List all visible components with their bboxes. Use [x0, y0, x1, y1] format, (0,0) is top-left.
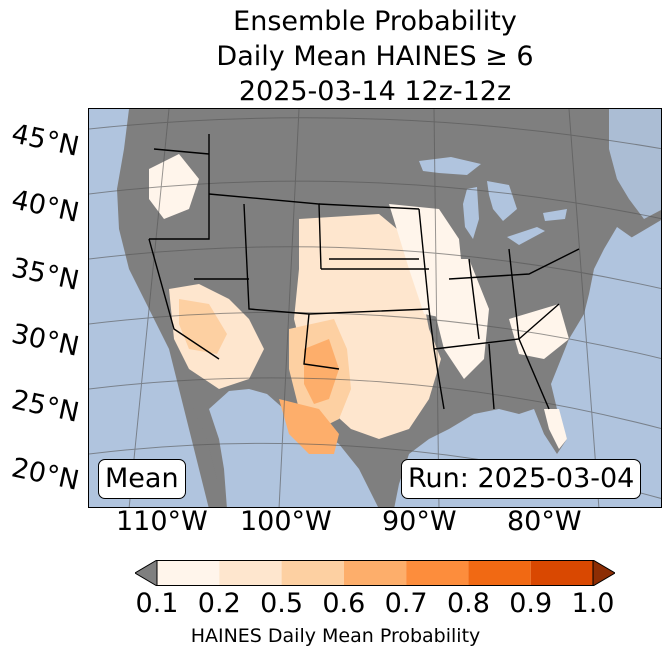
lake-michigan: [463, 187, 479, 239]
colorbar-segment: [530, 560, 593, 586]
colorbar-segment: [157, 560, 220, 586]
shade-florida: [544, 409, 567, 449]
colorbar-label: HAINES Daily Mean Probability: [190, 625, 481, 647]
atlantic-ocean-north: [609, 109, 661, 219]
probability-map: [88, 108, 662, 508]
colorbar-segment: [406, 560, 469, 586]
title-line-2: Daily Mean HAINES ≥ 6: [216, 41, 534, 72]
lat-label-45: 45°N: [8, 118, 82, 163]
stat-mean-box: Mean: [98, 459, 186, 499]
lat-label-25: 25°N: [8, 384, 82, 429]
title-line-1: Ensemble Probability: [233, 6, 517, 37]
colorbar-segment: [281, 560, 344, 586]
colorbar-tick-label: 1.0: [571, 588, 615, 619]
lake-ontario: [543, 209, 567, 221]
shade-northwest: [149, 154, 199, 219]
lon-label-90: 90°W: [382, 506, 457, 537]
graticule: [89, 109, 661, 507]
lat-label-35: 35°N: [8, 252, 82, 297]
lake-huron: [487, 181, 517, 221]
lat-label-40: 40°N: [8, 184, 82, 229]
colorbar-over-arrow: [592, 560, 615, 586]
colorbar-tick-label: 0.9: [509, 588, 553, 619]
lon-label-80: 80°W: [507, 506, 582, 537]
colorbar-tick-label: 0.5: [260, 588, 304, 619]
lake-erie: [507, 227, 545, 245]
colorbar-segments: [157, 560, 593, 586]
colorbar: [135, 560, 615, 586]
colorbar-segment: [343, 560, 407, 586]
shade-mexico: [279, 399, 339, 454]
atlantic-ocean: [567, 220, 661, 507]
shade-southeast: [509, 304, 569, 359]
lon-label-100: 100°W: [240, 506, 332, 537]
colorbar-segment: [468, 560, 531, 586]
pacific-ocean: [89, 109, 209, 507]
lon-label-110: 110°W: [116, 506, 208, 537]
colorbar-tick-label: 0.1: [135, 588, 179, 619]
run-date-box: Run: 2025-03-04: [401, 459, 642, 499]
shade-texas-high: [304, 339, 339, 404]
probability-shading: [149, 154, 569, 454]
colorbar-under-arrow: [135, 560, 158, 586]
colorbar-tick-label: 0.7: [384, 588, 428, 619]
state-borders: [148, 134, 580, 410]
lat-label-20: 20°N: [8, 452, 82, 497]
shade-east: [434, 259, 489, 379]
colorbar-tick-label: 0.2: [197, 588, 241, 619]
colorbar-tick-label: 0.8: [446, 588, 490, 619]
title-line-3: 2025-03-14 12z-12z: [238, 76, 512, 107]
colorbar-segment: [219, 560, 282, 586]
lat-label-30: 30°N: [8, 318, 82, 363]
colorbar-tick-label: 0.6: [322, 588, 366, 619]
map-svg: [89, 109, 661, 507]
